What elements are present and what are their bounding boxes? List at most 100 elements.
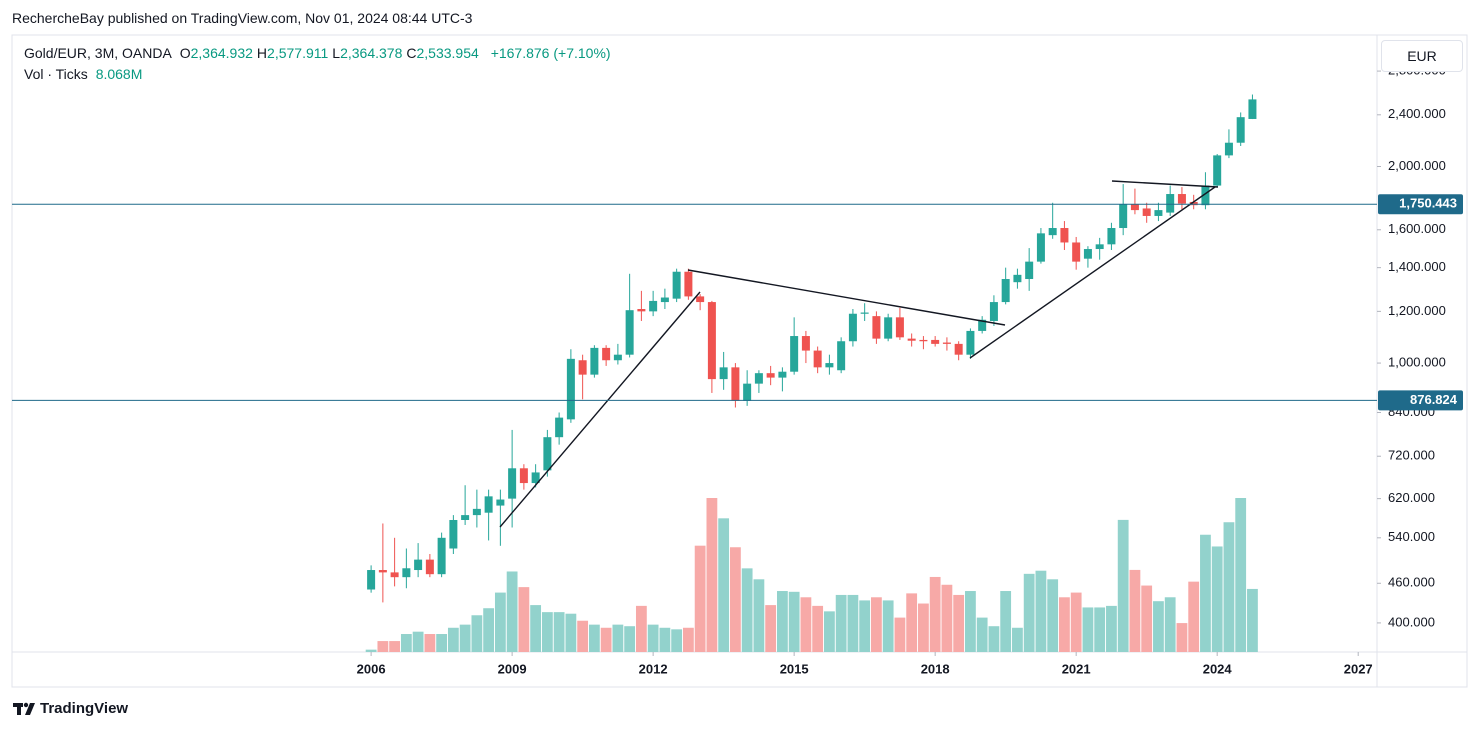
candle-body (484, 496, 493, 513)
x-tick-label: 2006 (357, 661, 386, 676)
volume-bar (483, 608, 495, 652)
volume-bar (494, 592, 506, 652)
volume-bar (729, 547, 741, 652)
price-label: 1,750.443 (1399, 196, 1457, 211)
candle-body (508, 468, 517, 499)
ohlc-value: 2,364.932 (190, 45, 253, 61)
ohlc-label: C (406, 45, 417, 61)
volume-bar (1070, 592, 1082, 652)
candle-body (754, 373, 763, 384)
volume-bar (1117, 519, 1129, 652)
volume-bar (659, 627, 671, 652)
volume-bar (459, 624, 471, 652)
ohlc-value: 2,533.954 (416, 45, 479, 61)
volume-bar (447, 627, 459, 652)
volume-bar (718, 518, 730, 652)
candle-body (1130, 204, 1139, 211)
candle-body (449, 519, 458, 549)
candle-body (801, 336, 810, 351)
volume-bar (682, 627, 694, 652)
horizontal-lines: 1,750.443 876.824 (12, 194, 1463, 411)
candle-body (437, 537, 446, 575)
ohlc-label: H (256, 45, 268, 61)
volume-bar (1012, 627, 1023, 652)
candle-body (1119, 204, 1128, 229)
ohlc-legend: Gold/EUR, 3M, OANDA O2,364.932 H2,577.911… (24, 45, 615, 61)
candle-body (425, 559, 434, 575)
trendline (969, 186, 1216, 359)
candle-body (778, 371, 787, 378)
volume-bar (953, 594, 965, 652)
ohlc-value: 2,577.911 (267, 45, 329, 61)
volume-bar (929, 576, 941, 652)
x-tick-label: 2012 (639, 661, 668, 676)
logo-part (25, 703, 35, 715)
volume-bar (871, 597, 882, 652)
volume-bar (635, 605, 647, 652)
volume-bar (365, 649, 377, 652)
candle-body (1107, 228, 1116, 245)
volume-bar (400, 634, 412, 652)
volume-bar (1047, 579, 1059, 652)
volume-bar (1188, 581, 1200, 652)
volume-bar (1035, 570, 1047, 652)
volume-bar (1129, 569, 1141, 652)
candle-body (931, 339, 940, 344)
price-label-bg (1378, 390, 1463, 411)
volume-bar (647, 624, 659, 652)
volume-bar (1023, 573, 1035, 652)
candle-body (731, 367, 740, 401)
volume-bar (1211, 546, 1223, 652)
candle-body (461, 515, 470, 520)
candle-body (837, 341, 846, 371)
candle-body (578, 360, 587, 375)
candle-body (1036, 233, 1045, 262)
volume-bar (1059, 597, 1070, 652)
volume-label: Vol · Ticks (24, 66, 88, 82)
candle-body (1048, 228, 1057, 236)
logo-part (17, 703, 21, 715)
brand: TradingView (40, 700, 129, 717)
y-tick-label: 1,400.000 (1388, 259, 1446, 274)
ohlc-label: O (179, 45, 191, 61)
volume-bar (600, 627, 612, 652)
candle-body (1072, 242, 1081, 262)
x-tick-label: 2021 (1062, 661, 1091, 676)
trendline (687, 269, 1006, 326)
x-tick-label: 2015 (780, 661, 809, 676)
candle-body (625, 310, 634, 355)
candle-body (872, 316, 881, 339)
volume-bar (906, 593, 918, 652)
candle-body (895, 317, 904, 338)
candle-body (860, 312, 869, 314)
candle-body (566, 358, 575, 420)
currency-button[interactable]: EUR (1381, 40, 1463, 72)
candle-body (919, 339, 928, 342)
volume-value: 8.068M (95, 66, 143, 82)
volume-bar (741, 568, 753, 652)
volume-bar (694, 545, 706, 652)
volume-bar (389, 641, 401, 652)
ohlc-value: 2,364.378 (340, 45, 403, 61)
candle-body (954, 343, 963, 355)
logo-part (23, 702, 29, 708)
candle-body (1248, 99, 1257, 119)
candle-body (414, 559, 423, 571)
y-tick-label: 1,600.000 (1388, 221, 1446, 236)
candle-body (496, 499, 505, 506)
volume-bar (624, 626, 636, 652)
candle-body (637, 309, 646, 312)
candle-body (848, 313, 857, 342)
candle-body (543, 437, 552, 471)
volume-bar (577, 620, 589, 652)
candle-body (884, 317, 893, 339)
y-tick-label: 2,400.000 (1388, 106, 1446, 121)
candle-body (790, 336, 799, 372)
volume-bar (1223, 522, 1235, 652)
candle-body (531, 472, 540, 484)
volume-bar (1164, 597, 1176, 652)
volume-bar (976, 617, 988, 652)
y-tick-label: 400.000 (1388, 614, 1435, 629)
ohlc-label: L (332, 45, 341, 61)
volume-bar (847, 594, 859, 652)
